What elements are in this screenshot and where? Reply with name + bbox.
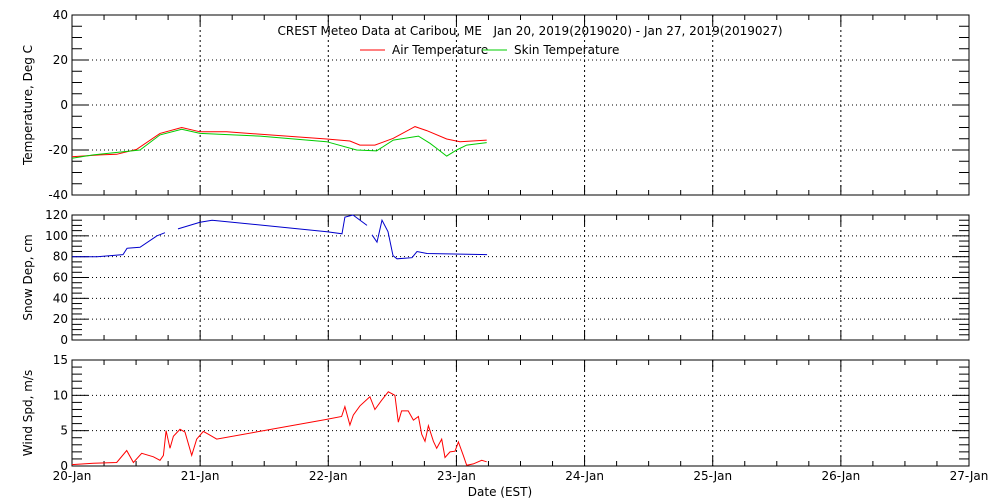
y-tick-label: 20: [53, 312, 68, 326]
panel-2: 0 5 10 15 Wind Spd, m/s: [21, 353, 970, 473]
plot-frame: [71, 359, 970, 467]
x-tick-label: 21-Jan: [181, 469, 220, 483]
panel-1: 0 20 40 60 80 100 120 Snow Dep, cm: [21, 208, 970, 347]
series-line-wind-speed: [71, 391, 487, 466]
y-axis-label: Wind Spd, m/s: [21, 370, 35, 456]
x-tick-label: 25-Jan: [693, 469, 732, 483]
y-tick-label: 120: [45, 208, 68, 222]
x-tick-label: 24-Jan: [565, 469, 604, 483]
y-tick-label: 0: [60, 459, 68, 473]
chart-title: CREST Meteo Data at Caribou, ME Jan 20, …: [277, 24, 782, 38]
panel-0: -40 -20 0 20 40 Temperature, Deg C: [21, 8, 970, 202]
y-tick-label: 40: [53, 291, 68, 305]
series-line-snow-depth: [177, 214, 368, 235]
y-tick-label: 20: [53, 53, 68, 67]
y-tick-label: 10: [53, 388, 68, 402]
y-tick-label: 5: [60, 424, 68, 438]
legend-skin-label: Skin Temperature: [514, 43, 619, 57]
legend-air-label: Air Temperature: [392, 43, 488, 57]
y-tick-label: -20: [48, 143, 68, 157]
plot-frame: [71, 14, 970, 196]
y-tick-label: 15: [53, 353, 68, 367]
y-axis-label: Snow Dep, cm: [21, 234, 35, 320]
y-tick-label: 40: [53, 8, 68, 22]
x-tick-label: 23-Jan: [437, 469, 476, 483]
series-line-snow-depth: [371, 218, 488, 260]
x-tick-label: 22-Jan: [309, 469, 348, 483]
y-tick-label: 60: [53, 271, 68, 285]
series-line-air-temperature: [71, 126, 487, 158]
x-tick-label: 26-Jan: [821, 469, 860, 483]
y-tick-label: 80: [53, 250, 68, 264]
y-tick-label: 100: [45, 229, 68, 243]
plot-frame: [71, 214, 970, 341]
x-tick-label: 27-Jan: [950, 469, 989, 483]
y-axis-label: Temperature, Deg C: [21, 45, 35, 166]
series-line-skin-temperature: [71, 128, 487, 159]
y-tick-label: -40: [48, 188, 68, 202]
y-tick-label: 0: [60, 98, 68, 112]
x-axis-label: Date (EST): [468, 485, 532, 499]
legend: Air Temperature Skin Temperature: [360, 43, 619, 57]
x-tick-label: 20-Jan: [53, 469, 92, 483]
y-tick-label: 0: [60, 333, 68, 347]
series-line-snow-depth: [72, 232, 166, 258]
